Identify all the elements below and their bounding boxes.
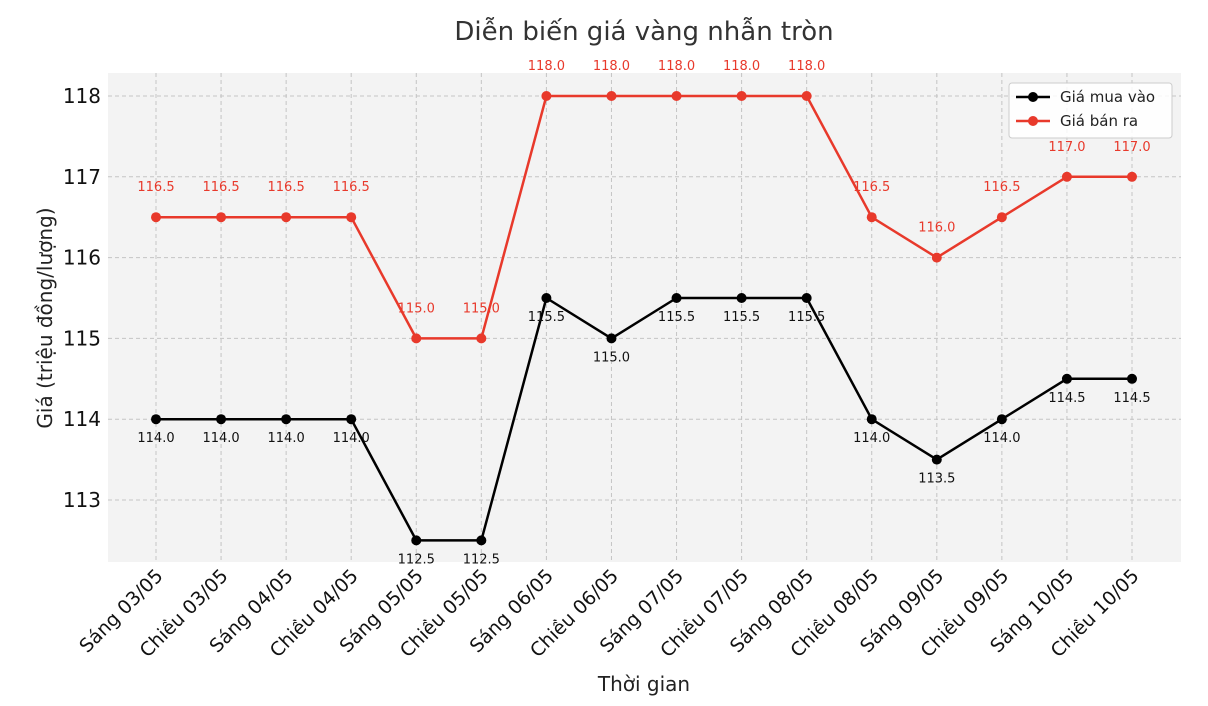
data-point-sell	[281, 212, 292, 223]
data-label-buy: 115.0	[593, 350, 630, 365]
data-point-buy	[866, 414, 877, 425]
data-label-buy: 114.0	[853, 431, 890, 446]
data-label-sell: 116.5	[853, 180, 890, 195]
data-label-sell: 118.0	[723, 59, 760, 74]
data-label-sell: 117.0	[1113, 140, 1150, 155]
data-point-buy	[151, 414, 161, 425]
data-label-buy: 115.5	[528, 310, 565, 325]
series-line-sell	[156, 94, 1132, 340]
data-label-sell: 117.0	[1048, 140, 1085, 155]
data-point-buy	[736, 293, 747, 303]
series-lines	[156, 94, 1132, 542]
data-label-buy: 115.5	[658, 310, 695, 325]
data-point-sell	[606, 91, 617, 101]
data-label-buy: 112.5	[398, 552, 435, 567]
data-point-buy	[476, 535, 487, 546]
data-label-buy: 113.5	[918, 472, 955, 487]
legend-label-sell: Giá bán ra	[1060, 112, 1138, 130]
data-labels: 114.0 114.0 114.0 114.0 112.5 112.5 115.5 115.0…	[137, 59, 1150, 567]
data-point-buy	[346, 414, 357, 425]
data-label-buy: 114.0	[202, 431, 239, 446]
x-axis-label: Thời gian	[597, 672, 690, 696]
data-label-buy: 114.0	[333, 431, 370, 446]
data-label-sell: 115.0	[463, 301, 500, 316]
data-point-buy	[541, 293, 552, 303]
data-point-sell	[736, 91, 747, 101]
legend: Giá mua vào Giá bán ra	[1008, 82, 1173, 139]
data-point-buy	[931, 454, 942, 465]
y-axis-ticks: 113 114 115 116 117 118	[63, 84, 101, 512]
data-label-sell: 115.0	[398, 301, 435, 316]
data-point-sell	[931, 252, 942, 263]
data-label-sell: 116.5	[268, 180, 305, 195]
data-point-sell	[1127, 171, 1137, 182]
data-label-sell: 118.0	[658, 59, 695, 74]
data-point-sell	[671, 91, 682, 101]
data-point-sell	[216, 212, 227, 223]
legend-label-buy: Giá mua vào	[1060, 88, 1155, 106]
data-label-sell: 116.5	[333, 180, 370, 195]
data-point-sell	[1061, 171, 1072, 182]
data-label-sell: 116.5	[202, 180, 239, 195]
data-label-sell: 116.5	[137, 180, 174, 195]
data-label-buy: 114.0	[137, 431, 174, 446]
y-tick-label: 115	[63, 326, 101, 350]
data-point-sell	[476, 333, 487, 344]
data-point-sell	[541, 91, 552, 101]
data-point-sell	[801, 91, 812, 101]
data-label-sell: 118.0	[528, 59, 565, 74]
data-label-sell: 118.0	[788, 59, 825, 74]
data-label-buy: 112.5	[463, 552, 500, 567]
series-line-buy	[156, 296, 1132, 542]
chart-title: Diễn biến giá vàng nhẫn tròn	[454, 16, 833, 47]
data-label-sell: 116.0	[918, 221, 955, 236]
data-point-buy	[801, 293, 812, 303]
data-point-sell	[151, 212, 161, 223]
data-point-sell	[996, 212, 1007, 223]
data-label-buy: 114.0	[268, 431, 305, 446]
data-label-sell: 118.0	[593, 59, 630, 74]
y-tick-label: 113	[63, 488, 101, 512]
data-label-buy: 115.5	[723, 310, 760, 325]
data-point-sell	[866, 212, 877, 223]
y-axis-label: Giá (triệu đồng/lượng)	[33, 207, 57, 428]
data-point-sell	[411, 333, 422, 344]
y-tick-label: 114	[63, 407, 101, 431]
data-point-buy	[1127, 373, 1137, 384]
data-point-buy	[606, 333, 617, 344]
data-point-buy	[996, 414, 1007, 425]
data-label-buy: 115.5	[788, 310, 825, 325]
data-point-sell	[346, 212, 357, 223]
legend-marker-buy	[1028, 92, 1038, 102]
data-label-buy: 114.5	[1113, 391, 1150, 406]
data-point-buy	[671, 293, 682, 303]
y-tick-label: 118	[63, 84, 101, 108]
data-label-sell: 116.5	[983, 180, 1020, 195]
y-tick-label: 117	[63, 165, 101, 189]
y-tick-label: 116	[63, 246, 101, 270]
legend-marker-sell	[1028, 116, 1038, 126]
data-point-buy	[281, 414, 292, 425]
data-point-buy	[411, 535, 422, 546]
data-point-buy	[216, 414, 227, 425]
series-points	[151, 91, 1137, 546]
data-point-buy	[1061, 373, 1072, 384]
data-label-buy: 114.5	[1048, 391, 1085, 406]
data-label-buy: 114.0	[983, 431, 1020, 446]
